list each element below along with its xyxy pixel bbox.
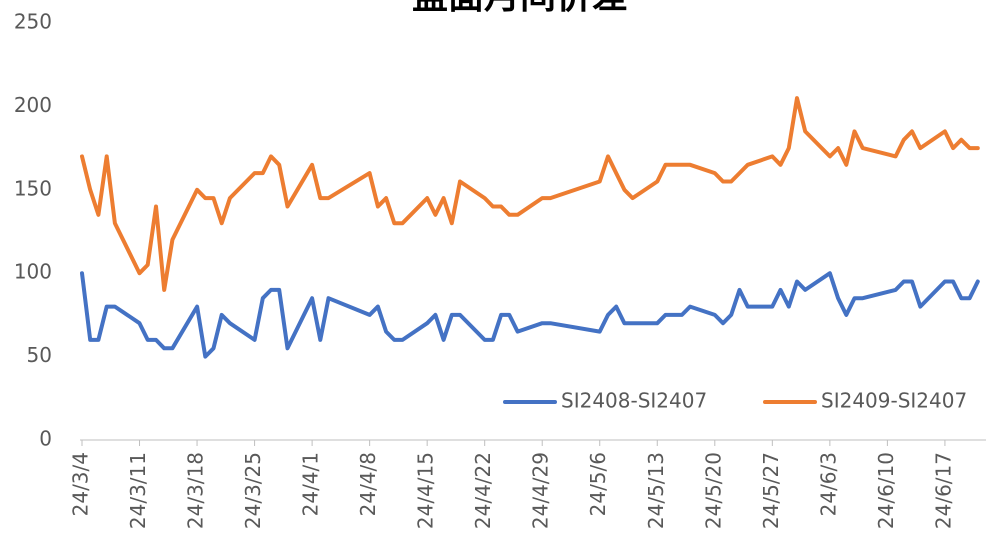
legend-label: SI2408-SI2407 — [561, 389, 707, 413]
x-tick-label: 24/4/8 — [356, 452, 380, 516]
y-tick-label: 200 — [14, 93, 52, 117]
x-tick-label: 24/6/10 — [874, 452, 898, 529]
x-tick-label: 24/3/18 — [184, 452, 208, 529]
chart-title: 盘面月间价差 — [412, 0, 628, 17]
legend-label: SI2409-SI2407 — [821, 389, 967, 413]
x-tick-label: 24/5/6 — [586, 452, 610, 516]
x-tick-label: 24/3/4 — [69, 452, 93, 516]
y-tick-label: 100 — [14, 260, 52, 284]
x-tick-label: 24/4/1 — [299, 452, 323, 516]
x-tick-label: 24/6/3 — [816, 452, 840, 516]
x-tick-label: 24/3/11 — [126, 452, 150, 529]
x-tick-label: 24/6/17 — [931, 452, 955, 529]
x-tick-label: 24/4/29 — [529, 452, 553, 529]
x-tick-label: 24/5/27 — [759, 452, 783, 529]
x-tick-label: 24/4/22 — [471, 452, 495, 529]
x-tick-label: 24/5/20 — [701, 452, 725, 529]
y-tick-label: 250 — [14, 10, 52, 34]
series-line — [80, 96, 980, 292]
y-tick-label: 150 — [14, 176, 52, 200]
x-tick-label: 24/4/15 — [414, 452, 438, 529]
series-line — [80, 271, 980, 359]
x-tick-label: 24/5/13 — [644, 452, 668, 529]
y-tick-label: 50 — [27, 343, 52, 367]
y-tick-label: 0 — [39, 427, 52, 451]
x-tick-label: 24/3/25 — [241, 452, 265, 529]
